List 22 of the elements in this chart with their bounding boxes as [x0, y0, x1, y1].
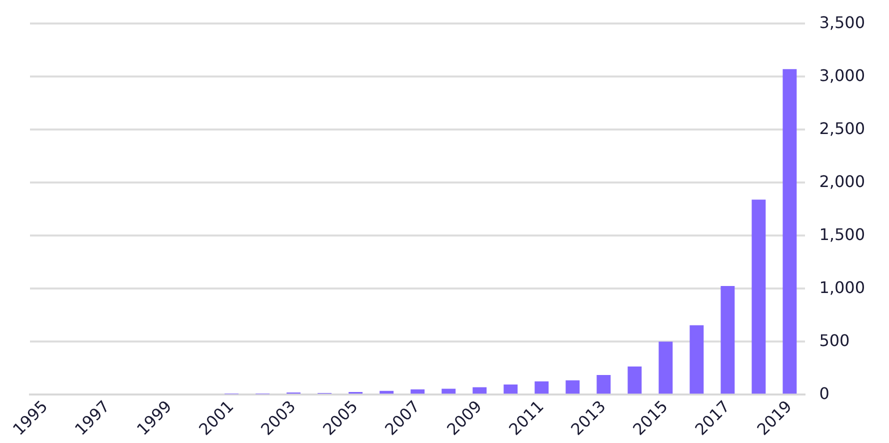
y-tick-label: 1,000: [819, 278, 866, 297]
bar: [596, 375, 611, 394]
y-tick-label: 2,000: [819, 172, 866, 191]
bar: [658, 342, 673, 394]
bar: [534, 381, 549, 394]
bar: [752, 200, 766, 394]
bar: [472, 387, 487, 394]
y-tick-label: 1,500: [819, 224, 866, 244]
y-tick-label: 500: [819, 330, 850, 350]
bar: [720, 286, 735, 394]
y-tick-label: 0: [819, 384, 830, 403]
bar: [442, 388, 456, 394]
bar: [690, 325, 704, 394]
bar: [628, 366, 642, 394]
y-tick-label: 2,500: [819, 118, 866, 138]
bar: [380, 390, 394, 394]
bar: [410, 389, 425, 394]
y-tick-label: 3,000: [819, 66, 866, 85]
y-tick-label: 3,500: [819, 12, 866, 32]
bar: [566, 380, 580, 394]
bar: [504, 384, 518, 394]
bar: [782, 69, 797, 394]
